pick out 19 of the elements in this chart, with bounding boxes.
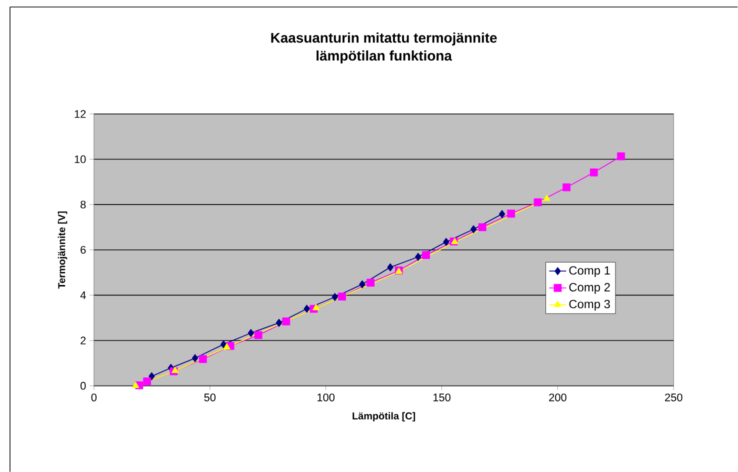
legend-label: Comp 3 xyxy=(569,300,610,311)
x-axis-title: Lämpötila [C] xyxy=(352,412,416,422)
y-tick-label: 8 xyxy=(80,200,86,208)
y-tick-label: 6 xyxy=(80,246,86,254)
y-tick-label: 10 xyxy=(74,155,86,164)
chart-title: Kaasuanturin mitattu termojännite lämpötilan funktiona xyxy=(271,32,497,64)
y-axis-title: Termojännite [V] xyxy=(58,211,68,289)
x-tick-label: 50 xyxy=(204,394,216,402)
legend-label: Comp 2 xyxy=(569,282,610,294)
x-tick-label: 250 xyxy=(665,394,682,402)
x-tick-label: 150 xyxy=(433,394,450,402)
x-tick-label: 200 xyxy=(549,394,566,402)
y-tick-label: 4 xyxy=(80,291,86,299)
y-tick-label: 2 xyxy=(80,336,86,344)
y-tick-label: 0 xyxy=(80,382,86,390)
legend-label: Comp 1 xyxy=(569,266,610,277)
y-tick-label: 12 xyxy=(74,110,86,118)
x-tick-label: 0 xyxy=(91,394,97,402)
x-tick-label: 100 xyxy=(318,394,335,402)
